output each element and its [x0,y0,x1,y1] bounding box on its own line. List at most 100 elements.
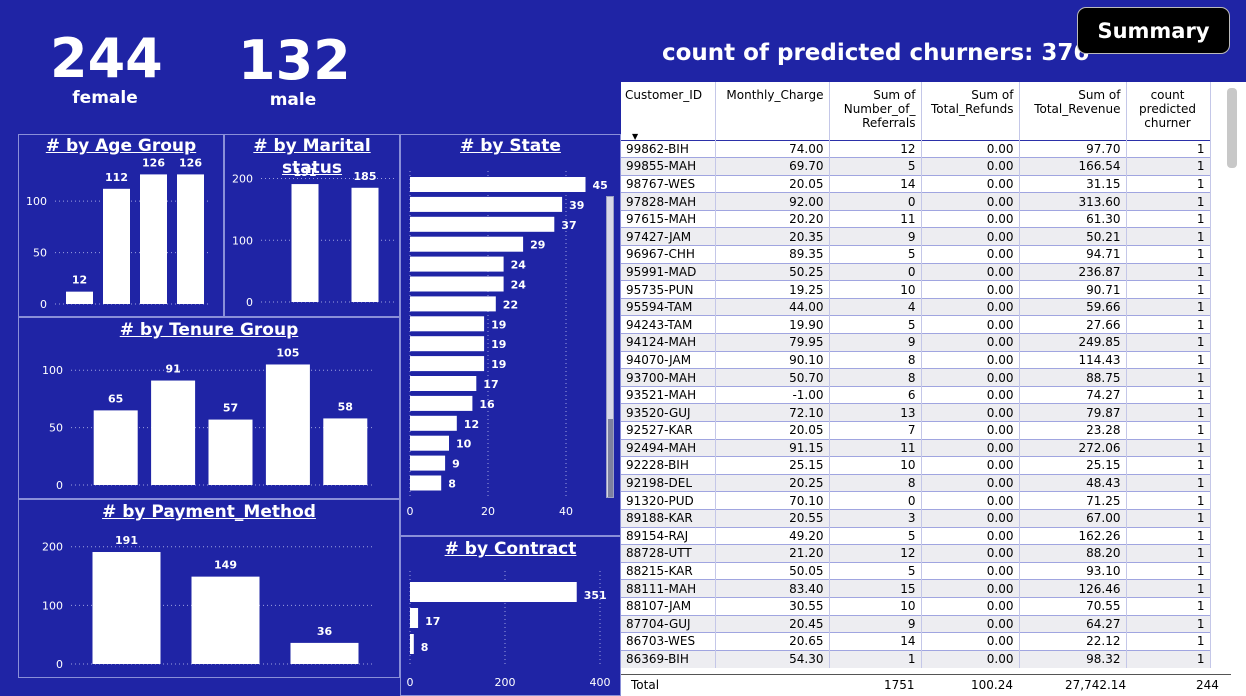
marital-status-chart[interactable]: # by Marital status 0 100 200 191 185 [224,134,400,317]
sort-descending-icon[interactable]: ▼ [632,132,639,141]
payment-method-chart-plot: 0 100 200 191 149 36 [42,534,374,671]
table-cell: 1 [1126,544,1211,563]
column-header-monthly-charge[interactable]: Monthly_Charge [715,82,830,140]
table-row[interactable]: 94243-TAM 19.90 5 0.00 27.66 1 [621,315,1211,334]
table-cell: 0.00 [921,227,1020,246]
bar-value-label: 58 [338,400,353,413]
table-cell: 1 [1126,403,1211,422]
state-chart-scroll-thumb[interactable] [608,419,613,497]
table-scrollbar[interactable] [1227,88,1237,168]
bar-value-label: 126 [142,156,165,169]
table-row[interactable]: 88728-UTT 21.20 12 0.00 88.20 1 [621,544,1211,563]
table-row[interactable]: 86369-BIH 54.30 1 0.00 98.32 1 [621,649,1211,668]
y-tick-label: 200 [232,173,253,186]
table-cell: 1 [1126,192,1211,211]
table-row[interactable]: 88215-KAR 50.05 5 0.00 93.10 1 [621,561,1211,580]
total-count: 244 [1196,678,1219,692]
table-cell: 92198-DEL [621,473,716,492]
bar [410,582,577,602]
bar [208,419,253,485]
table-row[interactable]: 89154-RAJ 49.20 5 0.00 162.26 1 [621,526,1211,545]
table-cell: 70.10 [715,491,830,510]
tenure-group-chart[interactable]: # by Tenure Group 0 50 100 65 91 57 105 58 [18,317,400,499]
state-chart-scrollbar[interactable] [606,196,614,498]
table-cell: 89.35 [715,245,830,264]
table-cell: 31.15 [1019,174,1127,193]
table-row[interactable]: 97427-JAM 20.35 9 0.00 50.21 1 [621,227,1211,246]
table-row[interactable]: 97615-MAH 20.20 11 0.00 61.30 1 [621,209,1211,228]
table-row[interactable]: 94124-MAH 79.95 9 0.00 249.85 1 [621,333,1211,352]
table-row[interactable]: 93700-MAH 50.70 8 0.00 88.75 1 [621,368,1211,387]
payment-method-chart[interactable]: # by Payment_Method 0 100 200 191 149 36 [18,499,400,678]
column-header-customer-id[interactable]: Customer_ID [621,82,716,140]
table-cell: 0.00 [921,649,1020,668]
table-row[interactable]: 92228-BIH 25.15 10 0.00 25.15 1 [621,456,1211,475]
summary-button[interactable]: Summary [1077,7,1230,54]
table-cell: 86703-WES [621,632,716,651]
table-row[interactable]: 88107-JAM 30.55 10 0.00 70.55 1 [621,596,1211,616]
bar-value-label: 37 [561,219,576,232]
kpi-male: 132 male [238,32,351,111]
bar [410,196,563,212]
table-row[interactable]: 86703-WES 20.65 14 0.00 22.12 1 [621,632,1211,651]
table-cell: 1 [1126,385,1211,404]
table-cell: 249.85 [1019,333,1127,352]
table-cell: 1 [1126,456,1211,475]
y-tick-label: 0 [56,479,63,492]
total-referrals: 1751 [884,678,915,692]
table-row[interactable]: 93520-GUJ 72.10 13 0.00 79.87 1 [621,403,1211,422]
table-row[interactable]: 96967-CHH 89.35 5 0.00 94.71 1 [621,245,1211,264]
bar [410,216,555,232]
table-cell: 93521-MAH [621,385,716,404]
table-cell: 64.27 [1019,614,1127,633]
table-cell: 88.20 [1019,544,1127,563]
column-header-churner-count[interactable]: count predicted churner [1126,82,1211,140]
bar-value-label: 191 [115,534,138,547]
churners-table[interactable]: Customer_ID Monthly_Charge Sum of Number… [621,82,1246,696]
table-cell: 0.00 [921,508,1020,528]
table-row[interactable]: 92198-DEL 20.25 8 0.00 48.43 1 [621,473,1211,492]
contract-chart[interactable]: # by Contract 0 200 400 351 17 8 [400,536,621,696]
column-header-refunds[interactable]: Sum of Total_Refunds [921,82,1020,140]
table-row[interactable]: 97828-MAH 92.00 0 0.00 313.60 1 [621,192,1211,211]
table-cell: 88111-MAH [621,579,716,598]
y-tick-label: 0 [40,298,47,311]
table-cell: 50.21 [1019,227,1127,246]
bar-value-label: 24 [511,279,527,292]
table-cell: 1 [1126,174,1211,193]
column-header-referrals[interactable]: Sum of Number_of_ Referrals [829,82,922,140]
table-row[interactable]: 99862-BIH 74.00 12 0.00 97.70 1 [621,139,1211,158]
state-chart[interactable]: # by State 0 20 40 45 39 37 29 24 24 22 19 19 19 17 16… [400,134,621,536]
table-cell: 99855-MAH [621,157,716,176]
table-cell: 3 [829,508,922,528]
table-row[interactable]: 87704-GUJ 20.45 9 0.00 64.27 1 [621,614,1211,633]
age-group-chart[interactable]: # by Age Group 0 50 100 12 112 126 126 [18,134,224,317]
tenure-group-chart-title: # by Tenure Group [119,320,299,340]
table-row[interactable]: 91320-PUD 70.10 0 0.00 71.25 1 [621,491,1211,510]
table-row[interactable]: 92527-KAR 20.05 7 0.00 23.28 1 [621,421,1211,440]
table-cell: 8 [829,350,922,369]
table-row[interactable]: 99855-MAH 69.70 5 0.00 166.54 1 [621,157,1211,176]
table-row[interactable]: 95991-MAD 50.25 0 0.00 236.87 1 [621,262,1211,281]
table-cell: 1 [1126,491,1211,510]
table-cell: 0.00 [921,632,1020,651]
table-cell: 0.00 [921,297,1020,316]
table-row[interactable]: 89188-KAR 20.55 3 0.00 67.00 1 [621,508,1211,528]
table-cell: 5 [829,245,922,264]
table-row[interactable]: 98767-WES 20.05 14 0.00 31.15 1 [621,174,1211,193]
table-row[interactable]: 94070-JAM 90.10 8 0.00 114.43 1 [621,350,1211,369]
table-row[interactable]: 95735-PUN 19.25 10 0.00 90.71 1 [621,280,1211,299]
table-row[interactable]: 92494-MAH 91.15 11 0.00 272.06 1 [621,438,1211,457]
table-cell: 19.90 [715,315,830,334]
table-row[interactable]: 88111-MAH 83.40 15 0.00 126.46 1 [621,579,1211,598]
table-row[interactable]: 95594-TAM 44.00 4 0.00 59.66 1 [621,297,1211,316]
bar [151,380,196,485]
table-row[interactable]: 93521-MAH -1.00 6 0.00 74.27 1 [621,385,1211,404]
table-cell: 1 [1126,421,1211,440]
table-cell: 98767-WES [621,174,716,193]
bar [290,642,359,664]
table-cell: 97828-MAH [621,192,716,211]
table-cell: 114.43 [1019,350,1127,369]
table-cell: 1 [1126,649,1211,668]
column-header-revenue[interactable]: Sum of Total_Revenue [1019,82,1127,140]
